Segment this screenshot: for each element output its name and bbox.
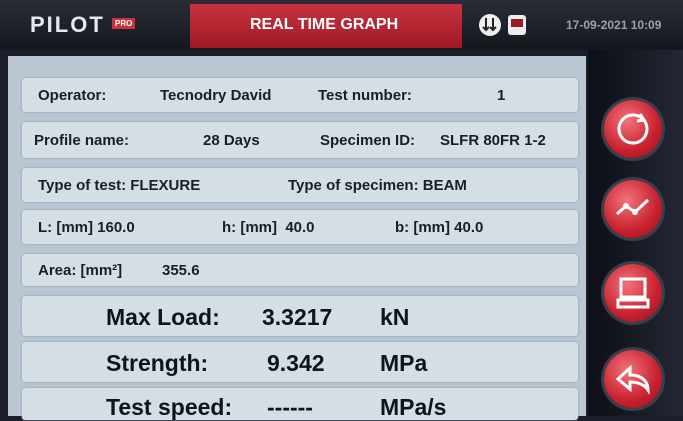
- result-unit: kN: [380, 304, 409, 331]
- info-row: L: [mm] 160.0 h: [mm] 40.0 b: [mm] 40.0: [22, 210, 578, 244]
- value: 28 Days: [203, 132, 260, 149]
- icon: [604, 180, 662, 238]
- label: Area: [mm²]: [38, 262, 122, 279]
- screen-title: REAL TIME GRAPH: [250, 16, 398, 34]
- result-value: 9.342: [267, 350, 325, 377]
- result-unit: MPa: [380, 350, 427, 377]
- label: h: [mm] 40.0: [222, 219, 315, 236]
- value: 355.6: [162, 262, 200, 279]
- label: Test number:: [318, 87, 412, 104]
- result-value: ------: [267, 394, 313, 421]
- datetime: 17-09-2021 10:09: [566, 18, 661, 32]
- info-row: Type of test: FLEXURE Type of specimen: …: [22, 168, 578, 202]
- value: SLFR 80FR 1-2: [440, 132, 546, 149]
- icon: [604, 264, 662, 322]
- result-row: Strength: 9.342 MPa: [22, 342, 578, 382]
- icon: [604, 350, 662, 408]
- info-row: Operator: Tecnodry David Test number: 1: [22, 78, 578, 112]
- label: Operator:: [38, 87, 106, 104]
- value: Tecnodry David: [160, 87, 271, 104]
- label: L: [mm] 160.0: [38, 219, 135, 236]
- result-label: Max Load:: [106, 304, 220, 331]
- info-row: Area: [mm²] 355.6: [22, 254, 578, 286]
- result-row: Max Load: 3.3217 kN: [22, 296, 578, 336]
- graph-button[interactable]: [604, 180, 662, 238]
- result-value: 3.3217: [262, 304, 332, 331]
- print-button[interactable]: [604, 264, 662, 322]
- label: b: [mm] 40.0: [395, 219, 483, 236]
- status-icons: [478, 12, 528, 38]
- result-unit: MPa/s: [380, 394, 446, 421]
- result-row: Test speed: ------ MPa/s: [22, 388, 578, 420]
- label: Type of test: FLEXURE: [38, 177, 200, 194]
- back-button[interactable]: [604, 350, 662, 408]
- label: Type of specimen: BEAM: [288, 177, 467, 194]
- label: Specimen ID:: [320, 132, 415, 149]
- logo-badge: PRO: [112, 18, 135, 29]
- logo: PILOT: [30, 12, 105, 38]
- label: Profile name:: [34, 132, 129, 149]
- icon: [604, 100, 662, 158]
- result-label: Strength:: [106, 350, 208, 377]
- restart-button[interactable]: [604, 100, 662, 158]
- result-label: Test speed:: [106, 394, 232, 421]
- info-row: Profile name: 28 Days Specimen ID: SLFR …: [22, 122, 578, 158]
- info-panel: Operator: Tecnodry David Test number: 1 …: [8, 56, 586, 416]
- value: 1: [497, 87, 505, 104]
